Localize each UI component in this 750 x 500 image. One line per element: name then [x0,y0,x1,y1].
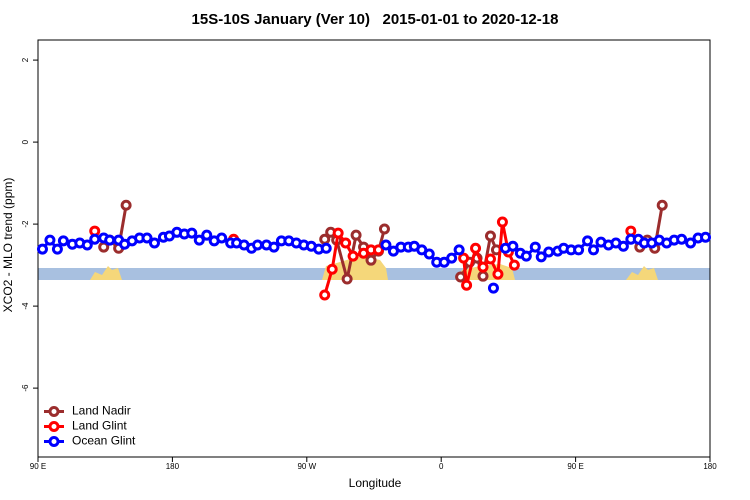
point [453,244,465,256]
point [455,271,467,283]
point [535,251,547,263]
point [496,216,508,228]
point [216,232,228,244]
legend-swatch [48,421,60,432]
point [470,242,482,254]
chart-title: 15S-10S January (Ver 10) 2015-01-01 to 2… [192,11,559,28]
x-axis-label: Longitude [349,476,402,490]
point [44,234,56,246]
x-tick-label: 0 [439,462,444,471]
point [588,244,600,256]
point [340,237,352,249]
point [104,234,116,246]
point [617,240,629,252]
legend-label: Land Glint [72,419,127,433]
x-tick-label: 90 E [30,462,46,471]
legend-label: Ocean Glint [72,434,136,448]
legend-swatch [48,436,60,447]
point [529,241,541,253]
point [36,243,48,255]
point [320,242,332,254]
point [365,254,377,266]
point [492,268,504,280]
point [520,250,532,262]
point [148,237,160,249]
point [477,261,489,273]
point [341,273,353,285]
point [507,240,519,252]
y-tick-label: -4 [21,302,30,310]
point [484,253,496,265]
point [477,270,489,282]
point [89,233,101,245]
y-tick-label: 0 [21,139,30,144]
point [484,230,496,242]
point [51,243,63,255]
point [446,252,458,264]
point [57,235,69,247]
point [423,248,435,260]
point [201,229,213,241]
point [487,282,499,294]
x-tick-label: 180 [703,462,717,471]
point [326,263,338,275]
point [380,239,392,251]
point [378,223,390,235]
point [268,241,280,253]
point [120,199,132,211]
point [319,289,331,301]
x-tick-label: 90 E [567,462,583,471]
point [332,227,344,239]
point [461,279,473,291]
point [458,252,470,264]
y-axis-label: XCO2 - MLO trend (ppm) [1,178,15,313]
point [676,233,688,245]
point [700,231,712,243]
x-tick-label: 180 [166,462,180,471]
land-shape [90,266,122,280]
point [193,234,205,246]
x-tick-label: 90 W [297,462,316,471]
point [372,244,384,256]
y-tick-label: 2 [21,57,30,62]
point [685,237,697,249]
legend-swatch [48,406,60,417]
y-tick-label: -2 [21,220,30,228]
point [186,227,198,239]
point [347,250,359,262]
point [656,199,668,211]
land-shape [626,266,658,280]
point [350,229,362,241]
legend-label: Land Nadir [72,404,131,418]
point [252,239,264,251]
point [573,244,585,256]
point [81,239,93,251]
point [582,235,594,247]
y-tick-label: -6 [21,384,30,392]
point [141,232,153,244]
point [508,259,520,271]
point [543,246,555,258]
